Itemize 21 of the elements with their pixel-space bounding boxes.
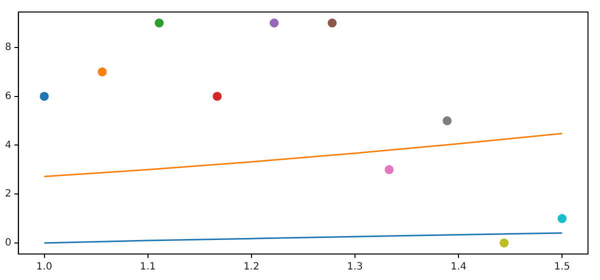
point (328, 18, 337, 28)
y-tick-label: 2 (4, 188, 12, 200)
point (558, 214, 567, 224)
y-tick-label: 0 (4, 238, 12, 249)
x-tick-label: 1.5 (554, 262, 570, 273)
point (442, 116, 452, 126)
point (40, 92, 49, 101)
x-tick-label: 1.3 (347, 262, 363, 273)
x-tick-label: 1.1 (140, 262, 156, 273)
y-tick-label: 4 (4, 140, 12, 151)
x-tick-label: 1.0 (36, 262, 52, 273)
point (384, 165, 394, 174)
point (98, 67, 107, 76)
y-tick-label: 6 (4, 90, 12, 102)
point (500, 238, 509, 248)
x-tick-label: 1.2 (243, 262, 260, 273)
point (270, 18, 279, 28)
x-tick-label: 1.4 (450, 262, 466, 273)
y-tick-label: 8 (4, 42, 12, 54)
point (154, 18, 164, 28)
point (212, 92, 222, 101)
